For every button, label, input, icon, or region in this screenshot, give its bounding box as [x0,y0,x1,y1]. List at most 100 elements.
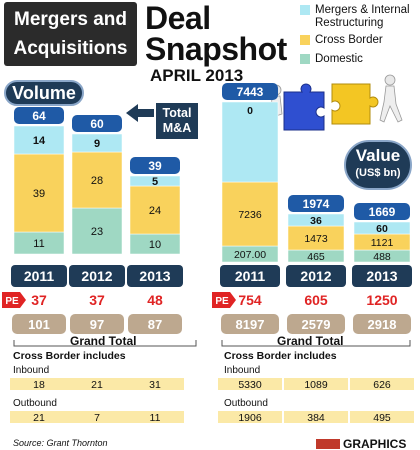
data-label-value-cross-border-2012: 1473 [304,233,328,245]
puzzle-blue-icon [283,83,325,131]
data-label-volume-cross-border-2011: 39 [33,188,45,200]
graphics-logo-icon [316,439,340,449]
title-line2: Snapshot [145,31,287,67]
outbound-value-2011-strip [218,411,282,423]
outbound-label-volume: Outbound [13,398,57,409]
data-label-value-cross-border-2013: 1121 [371,237,394,249]
data-label-value-domestic-2013: 488 [373,251,391,263]
outbound-volume-2013: 11 [150,412,161,424]
total-cap-volume-2012 [72,115,122,132]
year-box-volume-2012 [69,265,125,287]
value-label-bubble: Value (US$ bn) [344,140,412,190]
data-label-volume-cross-border-2012: 28 [91,175,103,187]
pe-value-volume-2012: 37 [89,292,105,308]
topic-badge-line1: Mergers and [14,9,127,30]
bar-value-mergers-2011 [221,101,279,183]
volume-label-pill: Volume [4,80,84,106]
grand-total-box-value-2013 [353,314,411,334]
total-cap-value-2011 [222,83,278,100]
bar-volume-mergers-2013 [129,175,181,187]
bar-volume-mergers-2012 [71,133,123,153]
pe-marker-volume [2,292,26,308]
grand-total-box-volume-2013 [128,314,182,334]
year-box-value-2011 [220,265,280,287]
inbound-volume-2012-strip [68,378,126,390]
outbound-value-2013-strip [350,411,414,423]
cross-border-includes-volume: Cross Border includes [13,350,126,362]
report-date: APRIL 2013 [150,66,244,85]
year-label-value-2011: 2011 [235,268,266,284]
year-box-volume-2011 [11,265,67,287]
bar-value-mergers-2012 [287,213,345,227]
inbound-value-2012-strip [284,378,348,390]
legend-item-mergers: Mergers & Internal Restructuring [300,4,418,30]
legend-label-mergers: Mergers & Internal Restructuring [315,4,410,29]
bracket-volume [13,340,197,347]
inbound-volume-2013-strip [126,378,184,390]
grand-total-box-value-2012 [287,314,345,334]
pe-value-value-2012: 605 [304,292,328,308]
pe-value-value-2013: 1250 [366,292,397,308]
year-label-volume-2011: 2011 [24,268,55,284]
data-label-volume-mergers-2011: 14 [33,135,46,147]
inbound-volume-2013: 31 [149,379,161,391]
total-cap-volume-2013 [130,157,180,174]
data-label-volume-domestic-2012: 23 [91,226,103,238]
arrow-left-icon [126,104,154,122]
total-cap-value-2012 [288,195,344,212]
inbound-label-value: Inbound [224,365,261,376]
total-label-value-2012: 1974 [303,197,330,211]
total-ma-label-line1: Total [162,106,192,120]
total-label-value-2011: 7443 [237,85,264,99]
legend-swatch-domestic [300,54,310,64]
data-label-volume-mergers-2012: 9 [94,138,100,150]
data-label-volume-mergers-2013: 5 [152,176,158,188]
figure-right-icon [379,74,403,123]
inbound-value-2011: 5330 [238,379,262,391]
outbound-volume-2012-strip [68,411,126,423]
inbound-label-volume: Inbound [13,365,50,376]
year-box-value-2012 [286,265,346,287]
cross-border-includes-value: Cross Border includes [224,350,337,362]
inbound-value-2012: 1089 [304,379,328,391]
volume-label: Volume [12,83,76,103]
inbound-value-2013: 626 [373,379,391,391]
inbound-value-2013-strip [350,378,414,390]
pe-value-volume-2011: 37 [31,292,47,308]
inbound-volume-2011-strip [10,378,68,390]
outbound-label-value: Outbound [224,398,268,409]
legend-label-domestic: Domestic [315,53,363,65]
legend-item-cross-border: Cross Border [300,34,418,47]
total-label-value-2013: 1669 [369,205,396,219]
data-label-value-cross-border-2011: 7236 [238,209,262,221]
source-note: Source: Grant Thornton [13,438,108,448]
total-cap-volume-2011 [14,107,64,124]
grand-total-value-value-2012: 2579 [302,317,331,332]
grand-total-box-value-2011 [221,314,279,334]
topic-badge-line2: Acquisitions [13,38,128,59]
data-label-value-mergers-2011: 0 [247,105,253,117]
data-label-volume-cross-border-2013: 24 [149,205,161,217]
grand-total-label-value: Grand Total [277,334,344,348]
year-box-volume-2013 [127,265,183,287]
bar-value-cross-border-2012 [287,225,345,251]
legend-item-domestic: Domestic [300,53,418,66]
bar-value-cross-border-2011 [221,181,279,247]
data-label-value-mergers-2013: 60 [376,223,388,235]
data-label-value-domestic-2012: 465 [307,251,325,263]
topic-badge: Mergers and Acquisitions [4,2,137,66]
puzzle-yellow-icon [331,83,379,125]
grand-total-value-value-2013: 2918 [368,317,397,332]
year-label-volume-2013: 2013 [139,268,170,284]
data-label-volume-domestic-2011: 11 [33,238,44,250]
bar-volume-cross-border-2012 [71,151,123,209]
outbound-value-2012: 384 [307,412,325,424]
outbound-value-2011: 1906 [238,412,262,424]
bar-volume-domestic-2012 [71,207,123,255]
year-label-value-2013: 2013 [366,268,397,284]
graphics-label: GRAPHICS [343,437,407,450]
grand-total-value-volume-2013: 87 [148,317,162,332]
outbound-volume-2011-strip [10,411,68,423]
